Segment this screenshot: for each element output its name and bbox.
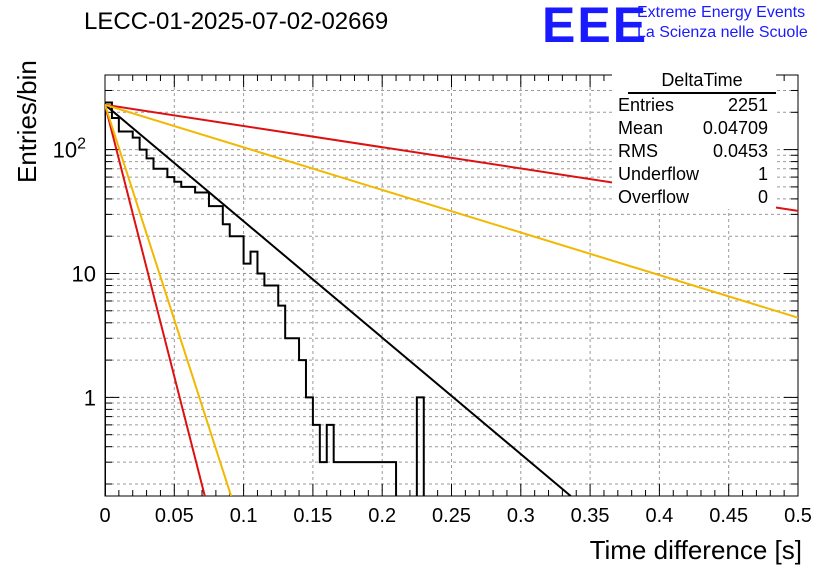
x-tick-label: 0.25 bbox=[432, 505, 471, 527]
eee-logo: EEE bbox=[542, 0, 649, 53]
stats-row-entries: Entries 2251 bbox=[612, 94, 776, 117]
x-tick-label: 0.1 bbox=[230, 505, 258, 527]
stats-value: 1 bbox=[757, 164, 768, 184]
stats-row-mean: Mean 0.04709 bbox=[612, 117, 776, 140]
eee-tagline-2: La Scienza nelle Scuole bbox=[637, 24, 808, 41]
stats-title: DeltaTime bbox=[628, 70, 776, 94]
fit-curve bbox=[105, 104, 233, 496]
stats-label: Entries bbox=[618, 95, 675, 115]
histogram-outline bbox=[105, 101, 425, 496]
eee-tagline-1: Extreme Energy Events bbox=[637, 4, 806, 21]
stats-row-underflow: Underflow 1 bbox=[612, 163, 776, 186]
y-axis-label: Entries/bin bbox=[10, 60, 50, 185]
stats-row-rms: RMS 0.0453 bbox=[612, 140, 776, 163]
stats-value: 0.0453 bbox=[712, 141, 768, 161]
x-tick-label: 0.3 bbox=[507, 505, 535, 527]
y-tick-label: 1 bbox=[84, 385, 96, 410]
x-tick-label: 0.4 bbox=[645, 505, 673, 527]
fit-curve bbox=[105, 104, 206, 496]
stats-value: 0.04709 bbox=[702, 118, 768, 138]
y-axis-label-text: Entries/bin bbox=[12, 60, 42, 183]
x-axis-label: Time difference [s] bbox=[589, 535, 802, 565]
stats-label: RMS bbox=[618, 141, 658, 161]
x-tick-label: 0.15 bbox=[293, 505, 332, 527]
x-tick-label: 0.2 bbox=[368, 505, 396, 527]
x-tick-label: 0 bbox=[99, 505, 110, 527]
stats-label: Underflow bbox=[618, 164, 700, 184]
y-tick-label: 102 bbox=[53, 136, 86, 163]
stats-label: Overflow bbox=[618, 187, 690, 207]
y-tick-label: 10 bbox=[72, 261, 96, 286]
fit-curve bbox=[105, 104, 572, 496]
stats-box: DeltaTime Entries 2251 Mean 0.04709 RMS … bbox=[612, 70, 776, 209]
stats-value: 2251 bbox=[727, 95, 768, 115]
stats-value: 0 bbox=[757, 187, 768, 207]
fit-curve bbox=[105, 103, 798, 319]
x-tick-label: 0.5 bbox=[784, 505, 812, 527]
stats-row-overflow: Overflow 0 bbox=[612, 186, 776, 209]
x-tick-label: 0.35 bbox=[571, 505, 610, 527]
x-tick-label: 0.45 bbox=[709, 505, 748, 527]
x-tick-label: 0.05 bbox=[155, 505, 194, 527]
chart-title: LECC-01-2025-07-02-02669 bbox=[84, 8, 389, 35]
stats-label: Mean bbox=[618, 118, 664, 138]
